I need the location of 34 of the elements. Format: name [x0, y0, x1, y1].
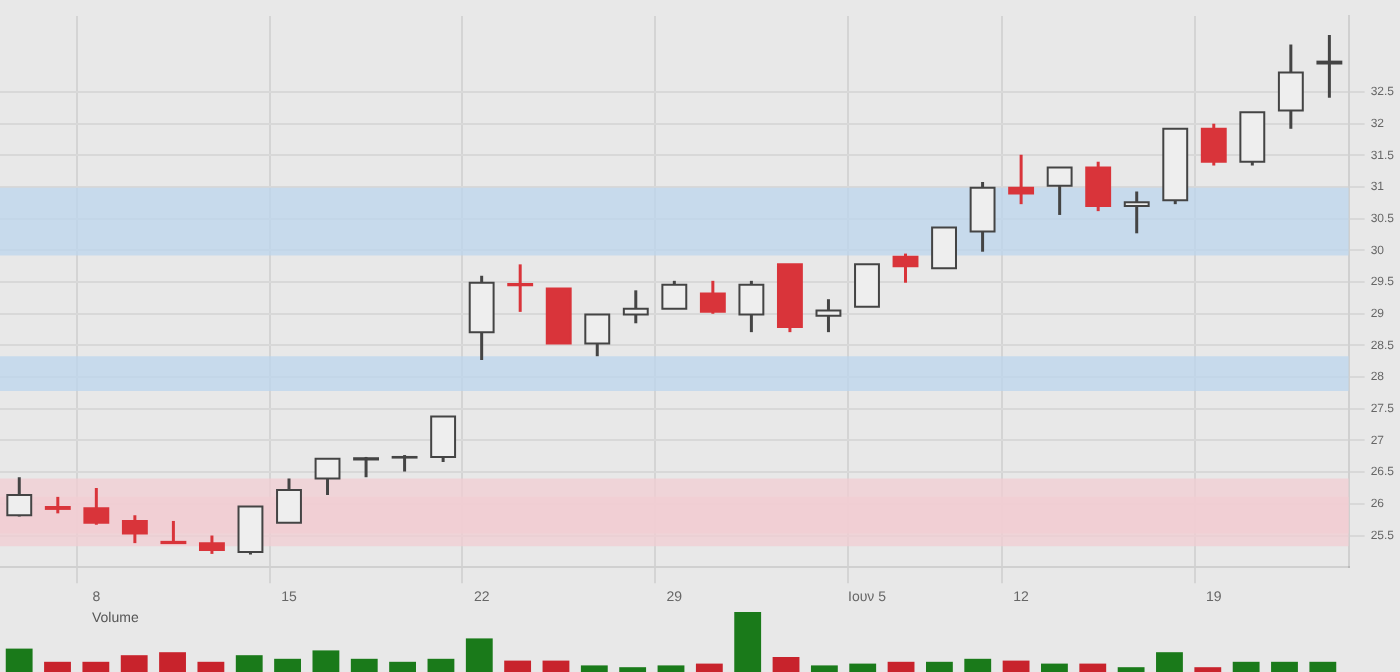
- bar: [274, 658, 301, 672]
- bar: [504, 660, 532, 672]
- bar: [159, 652, 186, 672]
- bar: [350, 658, 378, 672]
- bar: [542, 660, 570, 672]
- bar: [964, 658, 992, 672]
- bar: [1309, 661, 1337, 672]
- bar: [849, 663, 877, 672]
- bar: [1271, 661, 1298, 672]
- bar: [427, 658, 455, 672]
- bar: [1002, 660, 1030, 672]
- bar: [82, 661, 110, 672]
- bar: [925, 661, 953, 672]
- bar: [1232, 661, 1260, 672]
- bar: [1079, 663, 1107, 672]
- bar: [772, 657, 800, 672]
- bar: [465, 638, 493, 672]
- bar: [389, 661, 417, 672]
- candlestick: [854, 263, 880, 308]
- bar: [580, 665, 608, 672]
- bar: [1041, 663, 1068, 672]
- bar: [1156, 652, 1183, 672]
- bar: [695, 663, 723, 672]
- bar: [235, 655, 263, 672]
- bar: [120, 655, 148, 672]
- bar: [44, 661, 71, 672]
- bar: [5, 648, 33, 672]
- bar: [657, 665, 685, 672]
- bar: [197, 661, 225, 672]
- bar: [887, 661, 915, 672]
- bar: [312, 650, 340, 672]
- candlestick: [931, 226, 957, 270]
- bar: [734, 612, 762, 672]
- bar: [810, 665, 838, 672]
